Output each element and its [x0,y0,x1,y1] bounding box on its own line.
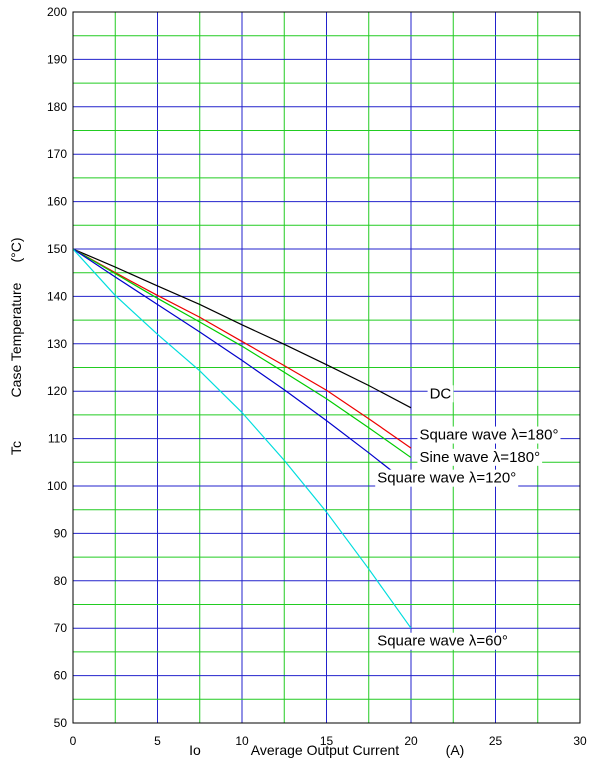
x-tick-label: 20 [404,734,418,748]
x-tick-label: 30 [573,734,587,748]
series-line [72,248,412,629]
x-axis-unit: (A) [446,742,465,758]
series-annotations: DC Square wave λ=180° Sine wave λ=180° Squa… [375,385,561,650]
y-tick-label: 160 [47,195,67,209]
series-line [72,248,412,409]
annotation-background [375,632,510,650]
y-axis-unit: (°C) [8,237,24,262]
plot-frame [72,11,581,724]
y-axis-label: Case Temperature [8,282,24,397]
series-annotation: Square wave λ=180° [419,427,558,444]
x-axis-symbol: Io [189,742,201,758]
x-tick-label: 5 [154,734,161,748]
x-tick-label: 10 [235,734,249,748]
grid [72,11,581,724]
x-tick-label: 15 [320,734,334,748]
series-annotation: DC [430,385,452,402]
series-annotation: Sine wave λ=180° [419,449,540,466]
y-tick-label: 130 [47,337,67,351]
y-tick-label: 120 [47,384,67,398]
y-tick-label: 200 [47,5,67,19]
annotation-background [427,385,454,403]
annotation-background [375,469,519,487]
series-line [72,248,412,449]
y-tick-label: 190 [47,52,67,66]
x-tick-label: 25 [489,734,503,748]
y-tick-label: 100 [47,479,67,493]
series-line [72,248,412,459]
y-axis-symbol: Tc [8,441,24,455]
y-tick-label: 150 [47,242,67,256]
series-line [72,248,412,487]
y-tick-label: 80 [54,574,68,588]
series-annotation: Square wave λ=120° [377,470,516,487]
x-tick-label: 0 [70,734,77,748]
annotation-background [417,426,561,444]
tick-labels: 0 5 10 15 20 25 30 50 60 70 80 90 100 110 120 130 140 150… [47,5,587,748]
y-tick-label: 170 [47,147,67,161]
annotation-background [417,448,543,466]
y-tick-label: 90 [54,526,68,540]
y-tick-label: 110 [48,432,67,446]
y-tick-label: 140 [47,289,67,303]
y-tick-label: 50 [54,716,68,730]
y-tick-label: 180 [47,100,67,114]
series-annotation: Square wave λ=60° [377,633,508,650]
y-tick-label: 60 [54,669,68,683]
series-lines [72,248,412,629]
x-axis-label: Average Output Current [251,742,399,758]
y-tick-label: 70 [54,621,68,635]
